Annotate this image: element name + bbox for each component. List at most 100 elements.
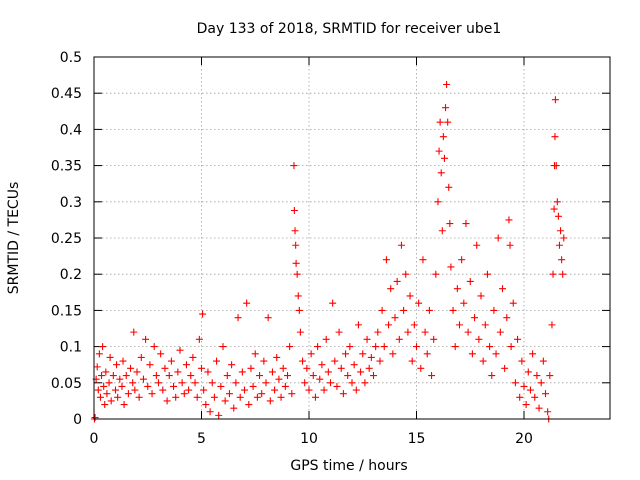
data-point [503,314,511,322]
data-point [241,386,248,394]
data-point [516,393,524,401]
data-point [557,227,565,235]
data-point [490,306,498,314]
data-point [380,343,388,351]
data-point [483,270,491,278]
data-point [432,270,440,278]
data-point [494,234,502,242]
data-point [535,404,543,412]
data-point [157,350,165,358]
y-axis-label: SRMTID / TECUs [6,182,22,295]
data-point [473,241,481,249]
data-point [443,81,451,89]
data-point [130,328,138,336]
data-point [359,350,367,358]
data-point [468,350,476,358]
x-tick-label: 20 [515,431,533,447]
data-point [258,390,266,398]
data-point [438,227,446,235]
data-point [549,270,557,278]
data-point [135,393,143,401]
data-point [428,372,436,380]
data-point [544,408,552,416]
data-point [292,241,300,249]
data-point [109,372,117,380]
y-tick-label: 0.25 [51,231,82,247]
data-point [555,241,563,249]
data-point [99,343,107,351]
data-point [496,328,504,336]
data-point [539,357,547,365]
chart-title: Day 133 of 2018, SRMTID for receiver ube… [197,21,502,37]
data-point [113,361,121,369]
data-point [112,386,119,394]
data-point [106,353,114,361]
y-tick-label: 0.2 [60,267,82,283]
data-point [294,292,302,300]
data-point [206,408,214,416]
data-point [466,277,474,285]
data-point [219,343,227,351]
data-point [352,386,360,394]
data-point [435,147,443,155]
data-point [475,335,483,343]
data-point [299,357,307,365]
data-point [146,361,154,369]
data-point [410,321,418,329]
data-point [290,162,298,170]
data-point [213,357,221,365]
data-point [275,375,283,383]
data-point [91,414,99,422]
y-tick-label: 0.05 [51,376,82,392]
data-point [458,256,466,264]
data-point [93,363,101,371]
data-point [305,386,313,394]
data-point [316,375,324,383]
data-point [331,357,339,365]
data-point [333,382,341,390]
data-point [165,372,173,380]
data-point [531,393,539,401]
y-tick-label: 0.35 [51,159,82,175]
data-point [155,379,162,387]
grid-lines [94,57,610,419]
data-point [507,343,515,351]
data-point [342,350,350,358]
data-point [174,368,182,376]
data-point [163,397,171,405]
data-point [471,314,479,322]
data-point [397,241,405,249]
data-point [133,368,141,376]
data-point [228,361,236,369]
data-point [361,379,369,387]
data-point [284,372,291,380]
data-point [447,263,455,271]
data-point [402,270,410,278]
data-point [303,364,311,372]
data-point [119,357,127,365]
data-point [460,299,468,307]
data-point [185,386,193,394]
data-point [94,386,102,394]
data-point [372,343,380,351]
data-point [391,314,399,322]
data-point [423,350,431,358]
data-point [533,372,541,380]
data-points [90,81,568,423]
x-tick-label: 0 [90,431,99,447]
data-point [558,256,566,264]
data-point [105,379,113,387]
data-point [415,299,423,307]
data-point [505,216,513,224]
data-point [286,343,294,351]
data-point [293,270,301,278]
data-point [492,350,500,358]
data-point [499,285,506,293]
data-point [187,372,195,380]
data-point [344,372,352,380]
data-point [199,310,207,318]
data-point [167,357,175,365]
y-tick-label: 0.3 [60,195,82,211]
data-point [120,401,128,409]
